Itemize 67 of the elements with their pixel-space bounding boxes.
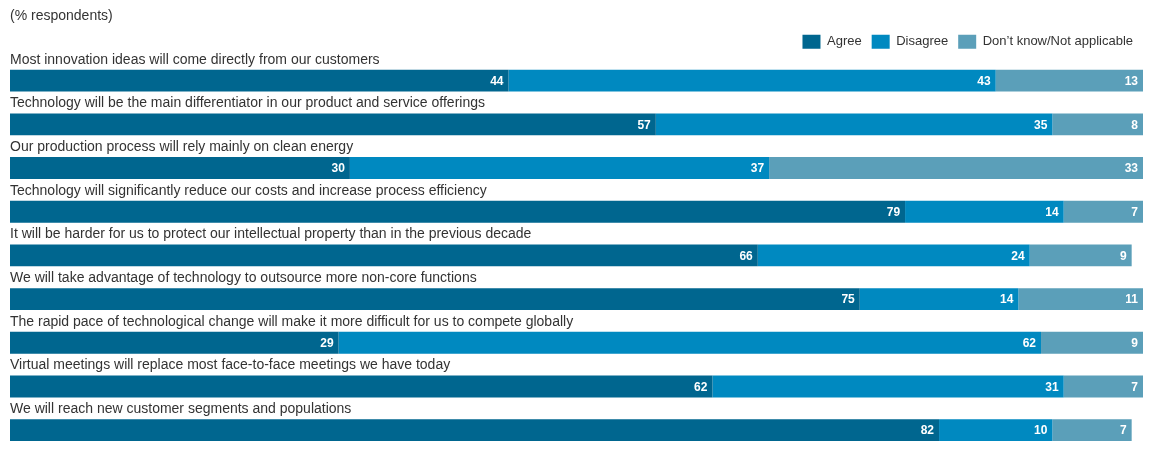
bar [905,200,1064,223]
bar [10,375,713,398]
y-tick-label: Most innovation ideas will come directly from our customers [10,50,380,67]
y-tick-label: Technology will significantly reduce our costs and increase process efficiency [10,181,487,198]
bar [338,331,1042,354]
legend-label: Don’t know/Not applicable [982,33,1134,49]
bar [10,157,350,179]
bar [10,113,656,136]
bar [655,113,1053,136]
data-label: 9 [1131,336,1139,351]
data-label: 7 [1131,379,1139,394]
bar [1052,419,1132,442]
data-label: 29 [320,336,334,351]
data-label: 33 [1124,161,1139,176]
data-label: 37 [750,161,765,176]
data-label: 7 [1119,423,1127,438]
bar [10,331,339,354]
data-label: 35 [1034,117,1048,132]
data-label: 57 [637,117,652,132]
y-tick-label: Technology will be the main differentiator in our product and service offerings [10,94,485,111]
bar [757,244,1030,267]
data-label: 8 [1131,117,1139,132]
y-tick-label: It will be harder for us to protect our intellectual property than in the previous decade [10,225,532,242]
data-label: 14 [1045,205,1059,220]
y-tick-label: Virtual meetings will replace most face-to-face meetings we have today [10,356,451,373]
bar [995,69,1143,92]
legend-label: Agree [826,33,862,49]
chart-title: (% respondents) [10,7,113,24]
bar [1063,200,1143,223]
data-label: 79 [886,205,901,220]
y-tick-label: We will take advantage of technology to outsource more non-core functions [10,269,477,286]
bar [508,69,996,92]
y-tick-label: We will reach new customer segments and populations [10,400,352,417]
bar [1041,331,1143,354]
bar [10,244,758,267]
bar [859,288,1019,311]
bar [10,419,940,442]
data-label: 75 [841,292,856,307]
bar [1052,113,1143,136]
bar [349,157,770,179]
bar [1018,288,1143,311]
data-label: 14 [1000,292,1014,307]
data-label: 10 [1034,423,1048,438]
data-label: 7 [1131,205,1139,220]
legend-label: Disagree [896,33,949,49]
data-label: 62 [694,379,708,394]
data-label: 11 [1125,292,1139,307]
data-label: 43 [977,73,992,88]
data-label: 62 [1022,336,1037,351]
y-tick-label: Our production process will rely mainly on clean energy [10,137,354,154]
bar [939,419,1053,442]
y-tick-label: The rapid pace of technological change will make it more difficult for us to compete globally [10,312,574,329]
data-label: 31 [1045,379,1059,394]
bar [1029,244,1132,267]
data-label: 30 [331,161,346,176]
data-label: 66 [739,248,754,263]
bar [10,200,906,223]
data-label: 82 [920,423,935,438]
bar [712,375,1064,398]
data-label: 13 [1124,73,1139,88]
data-label: 44 [490,73,504,88]
bar [10,69,509,92]
data-label: 9 [1119,248,1127,263]
data-label: 24 [1011,248,1026,263]
bar [1063,375,1143,398]
bar [769,157,1143,179]
bar [10,288,860,311]
